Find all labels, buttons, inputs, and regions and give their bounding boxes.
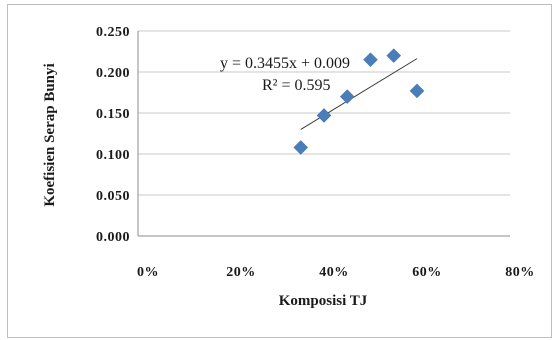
data-point	[339, 89, 355, 104]
x-tick-label: 80%	[505, 265, 535, 280]
data-point	[386, 48, 402, 63]
y-tick-label: 0.250	[96, 25, 130, 40]
y-tick-label: 0.150	[96, 107, 130, 122]
y-tick-label: 0.050	[96, 189, 130, 204]
data-point	[316, 108, 332, 123]
data-point	[293, 140, 309, 155]
chart-frame	[7, 4, 552, 338]
x-tick-label: 0%	[137, 265, 159, 280]
axes	[137, 31, 510, 237]
data-point	[409, 83, 425, 99]
y-axis-title: Koefisien Serap Bunyi	[42, 63, 58, 206]
x-axis-title: Komposisi TJ	[279, 293, 368, 309]
x-tick-label: 20%	[226, 265, 256, 280]
y-tick-label: 0.100	[96, 148, 130, 163]
gridlines	[138, 30, 510, 196]
trendline-r-squared: R² = 0.595	[262, 77, 331, 94]
x-tick-label: 60%	[412, 265, 442, 280]
trendline-equation: y = 0.3455x + 0.009	[220, 55, 350, 72]
x-tick-label: 40%	[319, 265, 349, 280]
y-tick-label: 0.000	[96, 230, 130, 245]
y-tick-label: 0.200	[96, 66, 130, 81]
data-point	[363, 52, 378, 68]
x-tick-labels: 0% 20% 40% 60% 80%	[137, 265, 535, 280]
y-tick-labels: 0.000 0.050 0.100 0.150 0.200 0.250	[96, 25, 130, 245]
data-points	[293, 48, 425, 155]
